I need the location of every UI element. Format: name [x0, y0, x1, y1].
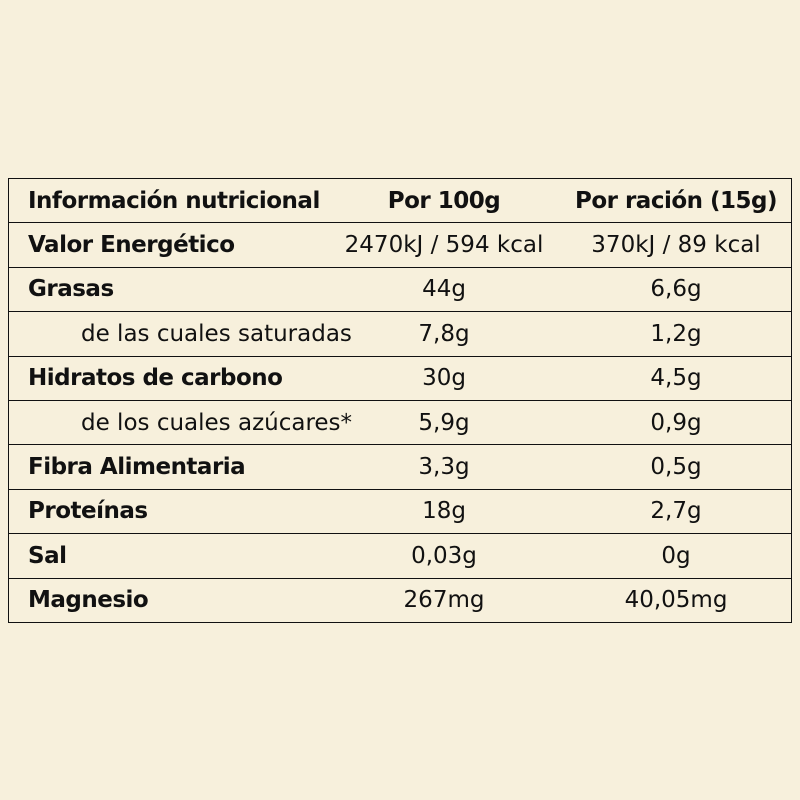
value-cell: 0,9g — [650, 409, 702, 436]
value-cell: 370kJ / 89 kcal — [591, 232, 761, 259]
value-cell: 3,3g — [418, 454, 470, 481]
value-cell: 0,5g — [650, 454, 702, 481]
value-cell: 6,6g — [650, 276, 702, 303]
value-cell: 2,7g — [650, 498, 702, 525]
table-row: Magnesio 267mg 40,05mg — [9, 577, 791, 622]
table-row: Proteínas 18g 2,7g — [9, 488, 791, 533]
row-label: Sal — [28, 542, 67, 569]
value-cell: 40,05mg — [624, 587, 728, 614]
table-row: Valor Energético 2470kJ / 594 kcal 370kJ /… — [9, 222, 791, 266]
value-cell: 0,03g — [411, 542, 477, 569]
row-label: de los cuales azúcares* — [81, 409, 353, 436]
value-cell: 1,2g — [650, 320, 702, 347]
table-row: de los cuales azúcares* 5,9g 0,9g — [9, 399, 791, 444]
header-row: Información nutricional Por 100g Por ració… — [9, 179, 791, 222]
row-label: Grasas — [28, 276, 114, 303]
table-row: Fibra Alimentaria 3,3g 0,5g — [9, 444, 791, 488]
value-cell: 18g — [422, 498, 466, 525]
table-row: Hidratos de carbono 30g 4,5g — [9, 355, 791, 400]
row-label: Magnesio — [28, 587, 149, 614]
table-row: de las cuales saturadas 7,8g 1,2g — [9, 311, 791, 355]
value-cell: 2470kJ / 594 kcal — [344, 232, 544, 259]
row-label: de las cuales saturadas — [81, 320, 352, 347]
table-row: Grasas 44g 6,6g — [9, 266, 791, 311]
value-cell: 7,8g — [418, 320, 470, 347]
value-cell: 44g — [422, 276, 466, 303]
value-cell: 267mg — [403, 587, 485, 614]
header-label: Información nutricional — [28, 187, 320, 214]
table-row: Sal 0,03g 0g — [9, 533, 791, 577]
row-label: Hidratos de carbono — [28, 365, 283, 392]
value-cell: 4,5g — [650, 365, 702, 392]
value-cell: 30g — [422, 365, 466, 392]
value-cell: 0g — [661, 542, 691, 569]
header-cell: Por 100g — [387, 187, 501, 214]
value-cell: 5,9g — [418, 409, 470, 436]
row-label: Valor Energético — [28, 232, 235, 259]
header-cell: Por ración (15g) — [574, 187, 778, 214]
row-label: Fibra Alimentaria — [28, 454, 246, 481]
nutrition-table: Información nutricional Por 100g Por ració… — [8, 178, 792, 623]
row-label: Proteínas — [28, 498, 148, 525]
